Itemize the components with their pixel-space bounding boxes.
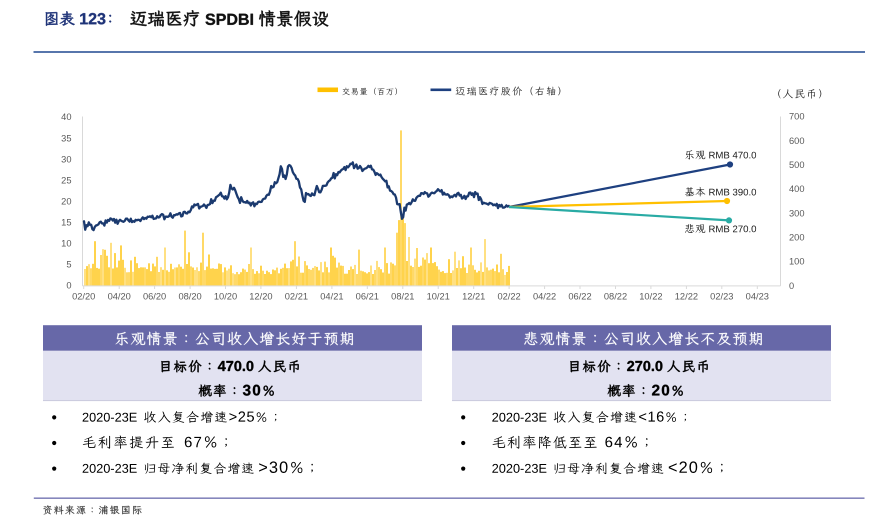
svg-text:04/20: 04/20 <box>108 292 131 302</box>
svg-text:02/23: 02/23 <box>710 292 733 302</box>
svg-text:08/20: 08/20 <box>178 292 201 302</box>
svg-text:100: 100 <box>789 257 805 267</box>
svg-text:700: 700 <box>789 112 805 122</box>
svg-text:04/21: 04/21 <box>320 292 343 302</box>
svg-text:10/20: 10/20 <box>214 292 237 302</box>
svg-text:300: 300 <box>789 208 805 218</box>
svg-text:0: 0 <box>66 281 71 291</box>
svg-text:0: 0 <box>789 281 794 291</box>
svg-text:08/22: 08/22 <box>604 292 627 302</box>
svg-text:02/22: 02/22 <box>497 292 520 302</box>
svg-text:30: 30 <box>61 154 71 164</box>
svg-text:06/21: 06/21 <box>356 292 379 302</box>
svg-text:02/20: 02/20 <box>72 292 95 302</box>
svg-text:40: 40 <box>61 112 71 122</box>
svg-text:10: 10 <box>61 239 71 249</box>
svg-text:12/20: 12/20 <box>249 292 272 302</box>
svg-text:04/22: 04/22 <box>533 292 556 302</box>
svg-text:12/21: 12/21 <box>462 292 485 302</box>
svg-text:5: 5 <box>66 260 71 270</box>
svg-text:200: 200 <box>789 233 805 243</box>
svg-text:02/21: 02/21 <box>285 292 308 302</box>
svg-text:15: 15 <box>61 218 71 228</box>
svg-text:600: 600 <box>789 136 805 146</box>
svg-text:10/21: 10/21 <box>427 292 450 302</box>
svg-text:400: 400 <box>789 184 805 194</box>
svg-text:10/22: 10/22 <box>639 292 662 302</box>
svg-text:35: 35 <box>61 133 71 143</box>
svg-text:04/23: 04/23 <box>746 292 769 302</box>
svg-text:12/22: 12/22 <box>675 292 698 302</box>
svg-text:06/20: 06/20 <box>143 292 166 302</box>
svg-text:500: 500 <box>789 160 805 170</box>
svg-text:08/21: 08/21 <box>391 292 414 302</box>
svg-text:25: 25 <box>61 175 71 185</box>
svg-text:20: 20 <box>61 196 71 206</box>
svg-text:06/22: 06/22 <box>568 292 591 302</box>
